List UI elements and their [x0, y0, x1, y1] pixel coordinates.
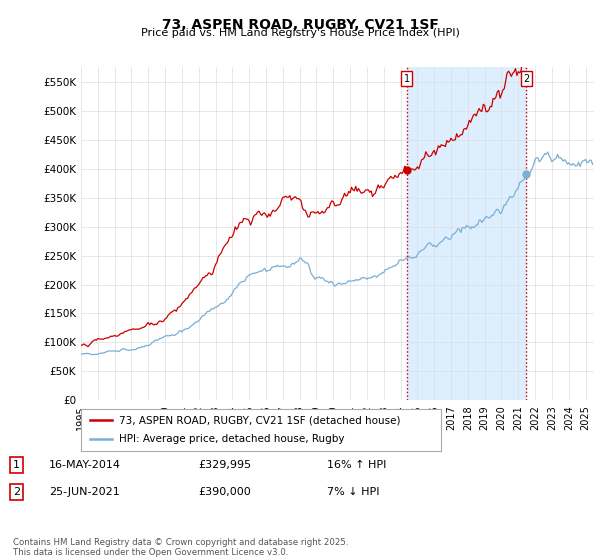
Text: 73, ASPEN ROAD, RUGBY, CV21 1SF: 73, ASPEN ROAD, RUGBY, CV21 1SF: [161, 18, 439, 32]
Text: Contains HM Land Registry data © Crown copyright and database right 2025.
This d: Contains HM Land Registry data © Crown c…: [13, 538, 349, 557]
Text: 1: 1: [404, 74, 410, 84]
Text: 7% ↓ HPI: 7% ↓ HPI: [327, 487, 380, 497]
Text: 73, ASPEN ROAD, RUGBY, CV21 1SF (detached house): 73, ASPEN ROAD, RUGBY, CV21 1SF (detache…: [119, 415, 400, 425]
Text: 25-JUN-2021: 25-JUN-2021: [49, 487, 120, 497]
Text: HPI: Average price, detached house, Rugby: HPI: Average price, detached house, Rugb…: [119, 435, 344, 445]
Text: 2: 2: [13, 487, 20, 497]
Bar: [407, 67, 526, 400]
Text: 2: 2: [523, 74, 529, 84]
Text: 16% ↑ HPI: 16% ↑ HPI: [327, 460, 386, 470]
Text: £329,995: £329,995: [198, 460, 251, 470]
Text: 16-MAY-2014: 16-MAY-2014: [49, 460, 121, 470]
Text: £390,000: £390,000: [198, 487, 251, 497]
Text: Price paid vs. HM Land Registry's House Price Index (HPI): Price paid vs. HM Land Registry's House …: [140, 28, 460, 38]
Text: 1: 1: [13, 460, 20, 470]
